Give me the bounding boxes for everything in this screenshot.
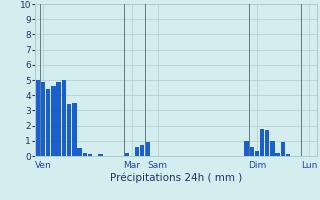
Bar [77, 148, 82, 156]
Bar [72, 103, 76, 156]
Bar [276, 153, 280, 156]
Bar [46, 89, 51, 156]
Bar [249, 147, 254, 156]
Bar [281, 142, 285, 156]
Bar [124, 153, 129, 156]
Bar [41, 82, 45, 156]
Bar [67, 104, 71, 156]
Bar [56, 82, 61, 156]
Bar [83, 153, 87, 156]
Bar [244, 141, 249, 156]
Bar [260, 129, 264, 156]
Bar [98, 154, 103, 156]
Bar [62, 80, 66, 156]
Bar [140, 145, 144, 156]
Bar [265, 130, 269, 156]
Bar [36, 80, 40, 156]
Bar [286, 154, 290, 156]
Bar [270, 141, 275, 156]
Bar [135, 147, 139, 156]
Bar [51, 86, 56, 156]
Bar [88, 154, 92, 156]
X-axis label: Précipitations 24h ( mm ): Précipitations 24h ( mm ) [110, 173, 242, 183]
Bar [145, 142, 149, 156]
Bar [255, 151, 259, 156]
